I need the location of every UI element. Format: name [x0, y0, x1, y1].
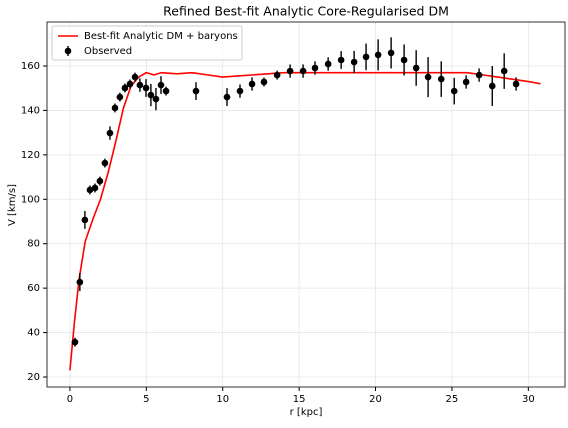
data-point [71, 338, 79, 346]
data-point [131, 73, 139, 81]
chart-title: Refined Best-fit Analytic Core-Regularis… [163, 4, 449, 19]
data-point [475, 71, 483, 79]
data-point [152, 95, 160, 103]
data-point [299, 67, 307, 75]
data-point [462, 78, 470, 86]
data-point [142, 84, 150, 92]
data-point [412, 64, 420, 72]
data-point [223, 93, 231, 101]
data-point [286, 67, 294, 75]
data-point [192, 87, 200, 95]
data-point [96, 177, 104, 185]
fit-line [69, 71, 541, 371]
data-point [488, 82, 496, 90]
y-tick-label: 120 [21, 150, 40, 161]
y-tick-label: 140 [21, 105, 40, 116]
y-tick-label: 20 [27, 372, 40, 383]
y-tick-label: 160 [21, 61, 40, 72]
data-point [362, 53, 370, 61]
plot-frame [46, 21, 566, 388]
legend: Best-fit Analytic DM + baryons Observed [51, 25, 243, 61]
y-axis-label: V [km/s] [7, 184, 18, 226]
data-point [147, 91, 155, 99]
data-point [260, 78, 268, 86]
y-tick-label: 80 [27, 239, 40, 250]
data-point [248, 80, 256, 88]
data-point [324, 60, 332, 68]
data-point [126, 80, 134, 88]
legend-label: Observed [84, 46, 132, 57]
data-point [273, 71, 281, 79]
legend-box [51, 25, 243, 61]
data-point [450, 87, 458, 95]
x-tick-label: 20 [369, 394, 382, 405]
y-tick-label: 100 [21, 194, 40, 205]
data-point [350, 58, 358, 66]
x-tick-label: 25 [446, 394, 459, 405]
data-point [500, 67, 508, 75]
data-point [374, 51, 382, 59]
x-tick-label: 30 [522, 394, 535, 405]
data-point [337, 56, 345, 64]
data-point [101, 159, 109, 167]
legend-marker [64, 47, 72, 55]
data-point [106, 129, 114, 137]
y-tick-label: 60 [27, 283, 40, 294]
data-point [121, 84, 129, 92]
data-point [512, 80, 520, 88]
legend-label: Best-fit Analytic DM + baryons [84, 31, 238, 42]
x-axis-label: r [kpc] [290, 407, 323, 418]
data-point [157, 81, 165, 89]
data-point [162, 87, 170, 95]
data-point [437, 75, 445, 83]
data-point [76, 278, 84, 286]
data-point [236, 87, 244, 95]
data-point [311, 64, 319, 72]
data-point [81, 216, 89, 224]
data-point [400, 56, 408, 64]
data-point [86, 186, 94, 194]
data-point [91, 184, 99, 192]
data-point [116, 93, 124, 101]
data-point [424, 73, 432, 81]
data-point [387, 49, 395, 57]
data-point [136, 81, 144, 89]
data-point [111, 104, 119, 112]
x-tick-label: 10 [216, 394, 229, 405]
y-tick-label: 40 [27, 328, 40, 339]
x-tick-label: 15 [293, 394, 306, 405]
x-tick-label: 0 [67, 394, 73, 405]
x-tick-label: 5 [143, 394, 149, 405]
